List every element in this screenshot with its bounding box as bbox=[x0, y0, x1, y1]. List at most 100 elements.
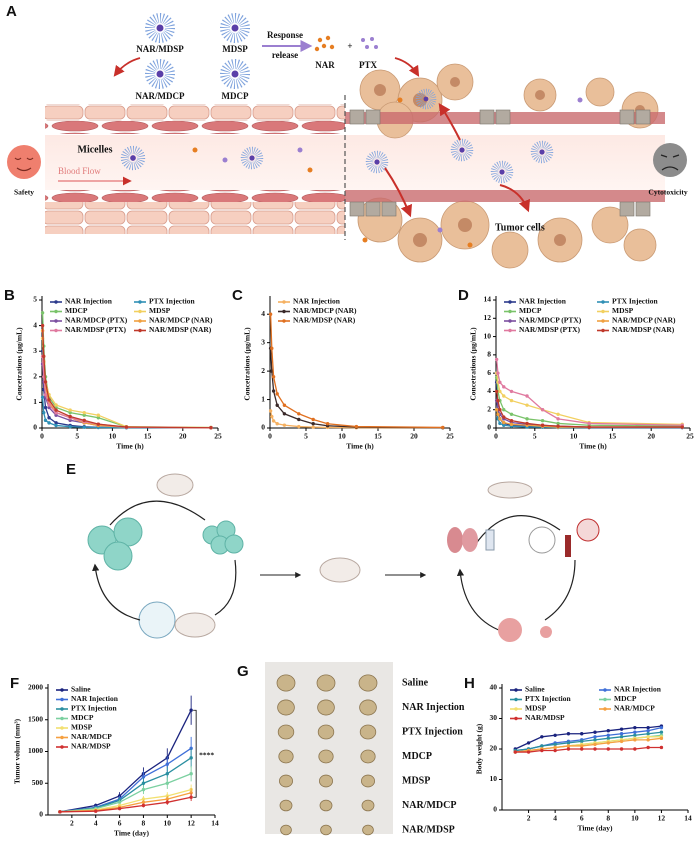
data-point bbox=[509, 398, 514, 403]
leaky-cells bbox=[365, 109, 381, 125]
legend-label: NAR/MDSP bbox=[525, 713, 565, 722]
x-tick-label: 8 bbox=[142, 819, 146, 828]
tumor-sample bbox=[320, 824, 332, 836]
arrow bbox=[438, 103, 461, 141]
micelle-icon bbox=[419, 92, 433, 106]
data-point bbox=[659, 725, 664, 730]
micelle-icon bbox=[245, 151, 260, 166]
drug-particles bbox=[397, 97, 403, 103]
tumor-sample bbox=[360, 774, 375, 788]
data-point bbox=[68, 418, 72, 423]
legend-swatch bbox=[514, 707, 518, 711]
legend-swatch bbox=[138, 309, 142, 314]
cycle-arrows bbox=[460, 515, 576, 636]
micelles-label: Micelles bbox=[78, 144, 113, 155]
organ-illustrations bbox=[528, 526, 556, 554]
legend-swatch bbox=[508, 309, 512, 314]
tumor-sample bbox=[319, 799, 333, 812]
data-point bbox=[311, 422, 315, 426]
tumor-cells-label: Tumor cells bbox=[495, 222, 545, 233]
tumor-sample bbox=[317, 699, 335, 716]
data-point bbox=[268, 312, 273, 316]
data-point bbox=[553, 745, 557, 750]
group-label: NAR/MDCP bbox=[402, 800, 456, 811]
data-point bbox=[633, 730, 637, 734]
data-point bbox=[619, 739, 624, 744]
data-point bbox=[659, 730, 664, 734]
data-point bbox=[502, 385, 506, 389]
data-point bbox=[606, 729, 610, 733]
legend-label: MDSP bbox=[612, 306, 634, 315]
x-tick-label: 6 bbox=[580, 814, 584, 823]
data-point bbox=[513, 750, 517, 754]
series-line bbox=[41, 338, 211, 429]
cells-illustration bbox=[103, 541, 133, 571]
y-axis-label: Body weight (g) bbox=[475, 723, 484, 774]
group-label: Saline bbox=[402, 677, 429, 688]
data-point bbox=[619, 747, 624, 751]
response-label: Response bbox=[267, 30, 303, 40]
tumor-sample bbox=[318, 774, 333, 788]
leaky-cells bbox=[635, 201, 651, 217]
data-point bbox=[553, 733, 557, 737]
data-point bbox=[619, 735, 624, 739]
data-point bbox=[96, 413, 101, 417]
data-point bbox=[275, 403, 279, 407]
data-point bbox=[82, 413, 86, 417]
drug-particles bbox=[362, 237, 368, 243]
tumor-nuclei bbox=[554, 234, 566, 246]
data-point bbox=[189, 772, 193, 776]
data-point bbox=[633, 738, 637, 742]
data-point bbox=[606, 747, 610, 751]
data-point bbox=[526, 750, 531, 754]
y-tick-label: 5 bbox=[33, 295, 37, 304]
series-line bbox=[41, 356, 211, 429]
micelle-icon bbox=[150, 18, 170, 38]
data-point bbox=[165, 762, 169, 766]
mouse-illustration bbox=[156, 473, 533, 638]
data-point bbox=[40, 323, 45, 328]
data-point bbox=[43, 418, 48, 423]
series-line bbox=[59, 773, 192, 813]
series-line bbox=[269, 410, 443, 429]
group-label: NAR Injection bbox=[402, 702, 465, 713]
tumor-sample bbox=[279, 799, 293, 812]
legend-label: MDCP bbox=[519, 306, 542, 315]
micelle-label: MDCP bbox=[222, 91, 249, 101]
organ-illustrations bbox=[565, 535, 571, 557]
data-point bbox=[566, 741, 571, 745]
micelle-label: MDSP bbox=[222, 44, 248, 54]
x-axis-label: Time (h) bbox=[346, 442, 374, 451]
legend-swatch bbox=[508, 300, 512, 304]
legend-swatch bbox=[514, 688, 518, 692]
panel-e: E bbox=[66, 461, 600, 642]
x-tick-label: 2 bbox=[527, 814, 531, 823]
cells-illustration bbox=[87, 517, 244, 571]
tumor-cells bbox=[591, 206, 629, 244]
legend-label: NAR/MDSP bbox=[71, 742, 111, 751]
y-tick-label: 40 bbox=[490, 683, 498, 692]
y-tick-label: 4 bbox=[33, 320, 37, 329]
organ-illustrations bbox=[576, 518, 600, 542]
tumor-sample bbox=[359, 724, 377, 740]
nar-dots bbox=[314, 46, 320, 52]
data-point bbox=[54, 413, 58, 417]
micelle-icon bbox=[370, 155, 385, 170]
data-point bbox=[593, 730, 597, 734]
data-point bbox=[593, 747, 597, 751]
series-line bbox=[41, 330, 211, 429]
legend-swatch bbox=[282, 300, 286, 304]
drug-particles bbox=[307, 167, 313, 173]
y-tick-label: 2 bbox=[33, 372, 37, 381]
data-point bbox=[268, 409, 273, 413]
data-point bbox=[209, 426, 213, 430]
legend-swatch bbox=[601, 300, 605, 304]
data-point bbox=[189, 756, 193, 760]
x-tick-label: 5 bbox=[533, 432, 537, 441]
cycle-arrows bbox=[95, 500, 237, 621]
data-point bbox=[646, 732, 650, 736]
x-tick-label: 25 bbox=[686, 432, 694, 441]
x-tick-label: 10 bbox=[631, 814, 639, 823]
data-point bbox=[58, 810, 62, 814]
data-point bbox=[498, 408, 502, 412]
